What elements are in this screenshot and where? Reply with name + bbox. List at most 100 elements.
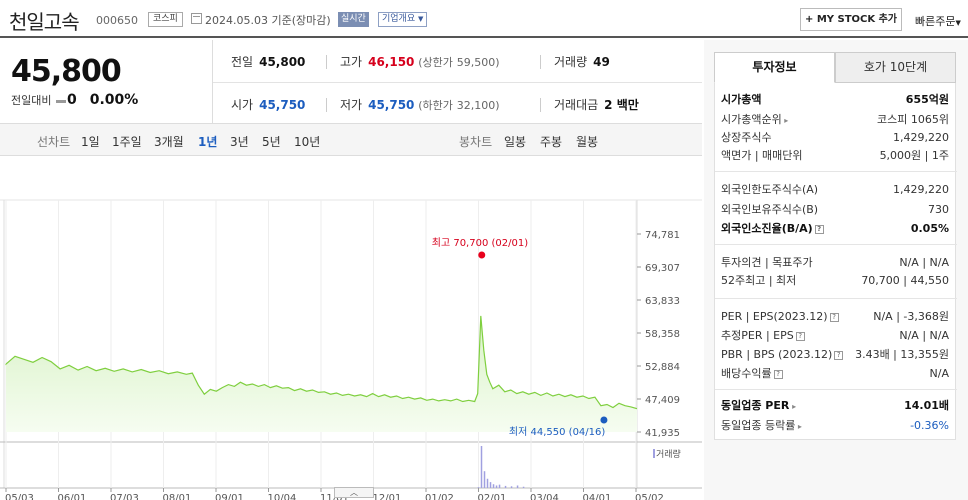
info-key: 동일업종 등락률 ▸ [721,419,802,432]
open-value: 45,750 [259,98,306,112]
x-tick-label: 10/04 [268,493,297,500]
price-area [6,315,637,432]
my-stock-add-button[interactable]: + MY STOCK 추가 [800,8,902,31]
price-chart[interactable]: 74,781 69,307 63,833 58,358 52,884 47,409 41,9… [0,158,702,500]
tab-monthly[interactable]: 월봉 [576,135,599,149]
help-icon[interactable]: ? [795,331,805,341]
info-row: 시가총액 655억원 [721,91,949,109]
change-value: 0 [66,92,77,108]
info-value: 1,429,220 [893,183,949,196]
corp-info-button[interactable]: 기업개요 ▼ [378,12,428,27]
tab-5y[interactable]: 5년 [262,135,281,149]
amount-label: 거래대금 [554,98,599,112]
tab-1d[interactable]: 1일 [81,135,100,149]
help-icon[interactable]: ? [834,350,844,360]
info-value: 0.05% [910,222,949,235]
info-value: -0.36% [910,419,949,432]
volume-bar [486,478,489,488]
info-value: 730 [928,203,949,216]
corp-info-label: 기업개요 [382,14,416,24]
info-row: 액면가 | 매매단위 5,000원 | 1주 [721,147,949,165]
tab-weekly[interactable]: 주봉 [540,135,563,149]
arrow-right-icon[interactable]: ▸ [789,402,797,411]
volume-legend-swatch [653,449,655,458]
chart-tabbar: 선차트 1일 1주일 3개월 1년 3년 5년 10년 봉차트 일봉 주봉 월봉 [0,124,702,156]
help-icon[interactable]: ? [773,369,783,379]
flat-icon [55,99,66,103]
info-row: 외국인한도주식수(A) 1,429,220 [721,181,949,199]
stock-code: 000650 [96,14,138,27]
collapse-handle[interactable]: ︿ [334,487,374,498]
tab-3m[interactable]: 3개월 [154,135,184,149]
right-tabs: 투자정보 호가 10단계 [714,52,956,83]
help-icon[interactable]: ? [829,312,839,322]
x-tick-label: 02/01 [478,493,507,500]
info-value: 코스피 1065위 [877,113,949,126]
realtime-badge[interactable]: 실시간 [338,12,369,27]
info-value: 1,429,220 [893,131,949,144]
tab-3y[interactable]: 3년 [230,135,249,149]
tab-hoga-10[interactable]: 호가 10단계 [835,52,956,83]
tab-1w[interactable]: 1주일 [112,135,142,149]
info-key: 동일업종 PER ▸ [721,399,797,412]
tab-1y[interactable]: 1년 [198,135,218,149]
arrow-right-icon[interactable]: ▸ [795,422,802,431]
date-basis: 2024.05.03 기준(장마감) [205,12,331,28]
info-value: 5,000원 | 1주 [879,149,949,162]
tab-daily[interactable]: 일봉 [504,135,527,149]
info-key: PBR | BPS (2023.12)? [721,346,844,364]
y-tick-label: 74,781 [645,230,680,241]
info-key: 시가총액 [721,93,762,106]
x-tick-label: 05/02 [635,493,664,500]
lower-value: 32,100) [456,99,500,112]
info-key: 52주최고 | 최저 [721,274,797,287]
market-badge: 코스피 [148,12,183,27]
x-tick-label: 01/02 [425,493,454,500]
info-row: 52주최고 | 최저 70,700 | 44,550 [721,272,949,290]
volume-bar [516,485,519,488]
volume-bar [510,486,513,488]
y-tick-label: 63,833 [645,296,680,307]
volume-bar [522,486,525,488]
info-key: 외국인보유주식수(B) [721,203,819,216]
stat-low: 저가 45,750 (하한가 32,100) [340,96,500,113]
price-line [5,315,638,410]
info-value: N/A | -3,368원 [873,310,949,323]
fast-order-button[interactable]: 빠른주문▼ [915,13,961,29]
x-tick-label: 09/01 [215,493,244,500]
info-value: 70,700 | 44,550 [861,274,949,287]
y-tick-label: 58,358 [645,329,680,340]
prev-value: 45,800 [259,55,306,69]
tab-10y[interactable]: 10년 [294,135,321,149]
arrow-right-icon[interactable]: ▸ [781,116,789,125]
info-key: 상장주식수 [721,131,772,144]
volume-bar [498,484,501,488]
x-tick-label: 12/01 [373,493,402,500]
info-key: 배당수익률? [721,365,783,383]
lower-label: (하한가 [418,99,453,112]
info-row: 외국인보유주식수(B) 730 [721,201,949,219]
info-key: 외국인소진율(B/A)? [721,220,824,238]
info-row: 투자의견 | 목표주가 N/A | N/A [721,254,949,272]
x-tick-label: 08/01 [163,493,192,500]
volume-bar [477,487,480,488]
volume-bar [480,446,483,488]
stock-header: 천일고속 000650 코스피 2024.05.03 기준(장마감) 실시간 기… [0,0,968,38]
help-icon[interactable]: ? [814,224,824,234]
info-value: N/A [929,367,949,380]
date: 2024.05.03 [205,14,268,27]
volume-bar [495,485,498,488]
low-annotation: 최저 44,550 (04/16) [509,426,605,438]
upper-value: 59,500) [456,56,500,69]
y-tick-label: 52,884 [645,362,680,373]
stock-name: 천일고속 [9,10,80,34]
stat-prev: 전일 45,800 [231,53,305,70]
y-tick-label: 69,307 [645,263,680,274]
tab-invest-info[interactable]: 투자정보 [714,52,835,83]
info-value: 3.43배 | 13,355원 [855,348,949,361]
upper-label: (상한가 [418,56,453,69]
info-key: PER | EPS(2023.12)? [721,308,839,326]
volume-label: 거래량 [554,55,588,69]
stat-volume: 거래량 49 [554,53,610,70]
open-label: 시가 [231,98,254,112]
